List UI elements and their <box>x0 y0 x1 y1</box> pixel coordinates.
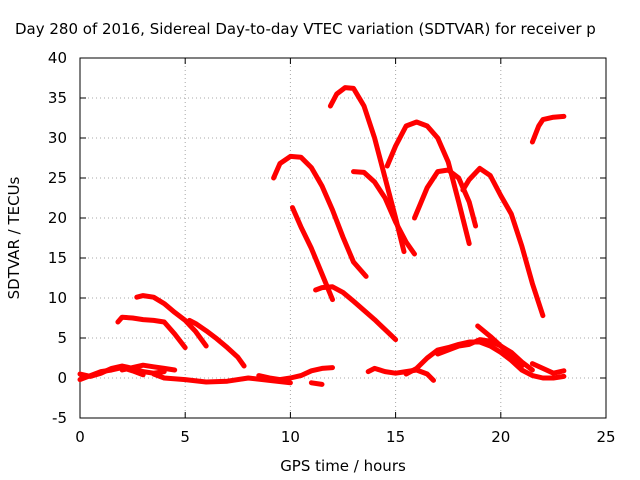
series-arc-8 <box>256 365 335 383</box>
series-arc-15 <box>384 119 472 247</box>
plot-frame <box>79 57 607 419</box>
series-arc-6 <box>186 317 247 369</box>
y-tick-label: 0 <box>57 369 67 387</box>
series-arc-14 <box>351 169 417 257</box>
y-tick-label: 40 <box>48 49 67 67</box>
x-tick-label: 5 <box>180 428 190 446</box>
x-tick-label: 25 <box>596 428 615 446</box>
chart-title: Day 280 of 2016, Sidereal Day-to-day VTE… <box>15 20 596 38</box>
series-arc-19 <box>365 365 436 383</box>
series-arc-5 <box>134 293 209 349</box>
axis-ticks <box>79 57 607 419</box>
x-axis-label: GPS time / hours <box>280 457 406 475</box>
series-arc-7 <box>151 371 293 386</box>
series-arc-17 <box>460 165 546 319</box>
series-arc-10 <box>271 153 369 279</box>
y-tick-label: 20 <box>48 209 67 227</box>
series-arc-13 <box>327 85 407 255</box>
y-tick-label: -5 <box>52 409 67 427</box>
x-tick-label: 20 <box>491 428 510 446</box>
series-arc-18 <box>529 113 567 145</box>
series-arc-16 <box>412 167 479 229</box>
x-tick-label: 10 <box>281 428 300 446</box>
series-arc-11 <box>290 205 335 303</box>
y-tick-label: 10 <box>48 289 67 307</box>
series-arc-22 <box>475 323 525 369</box>
series-arc-3 <box>119 362 178 373</box>
series-arc-20 <box>403 339 567 381</box>
y-axis-label: SDTVAR / TECUs <box>5 176 23 299</box>
y-tick-label: 25 <box>48 169 67 187</box>
y-tick-label: 5 <box>57 329 67 347</box>
data-series <box>77 85 567 387</box>
series-arc-4 <box>115 314 188 351</box>
x-tick-label: 15 <box>386 428 405 446</box>
series-arc-23 <box>529 361 567 376</box>
x-tick-label: 0 <box>75 428 85 446</box>
series-arc-9 <box>308 380 325 387</box>
y-tick-label: 30 <box>48 129 67 147</box>
grid <box>80 58 606 418</box>
series-arc-12 <box>313 284 399 343</box>
tick-labels: 0 5 10 15 20 25 -5 0 5 10 15 20 25 30 35 40 <box>48 49 616 446</box>
y-tick-label: 35 <box>48 89 67 107</box>
series-arc-2 <box>77 365 146 383</box>
y-tick-label: 15 <box>48 249 67 267</box>
series-arc-21 <box>435 337 535 373</box>
